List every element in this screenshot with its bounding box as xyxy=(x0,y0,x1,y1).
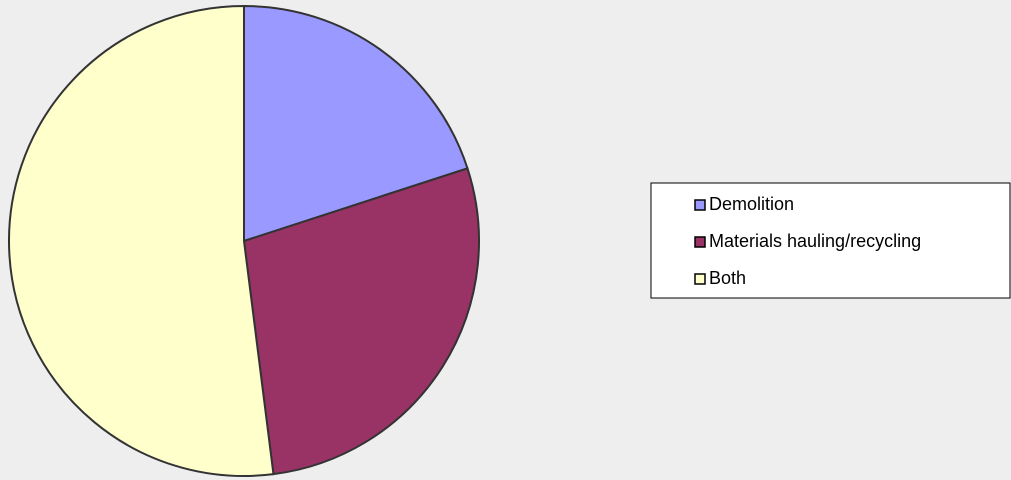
legend-label: Demolition xyxy=(709,194,794,214)
legend-swatch xyxy=(694,273,706,285)
legend-swatch xyxy=(694,199,706,211)
pie-slice xyxy=(243,4,469,243)
pie-slice xyxy=(242,167,480,476)
legend-label: Materials hauling/recycling xyxy=(709,231,921,251)
legend-swatch xyxy=(694,236,706,248)
legend-label: Both xyxy=(709,268,746,288)
legend-box xyxy=(650,182,1011,299)
pie-slice xyxy=(8,4,275,477)
